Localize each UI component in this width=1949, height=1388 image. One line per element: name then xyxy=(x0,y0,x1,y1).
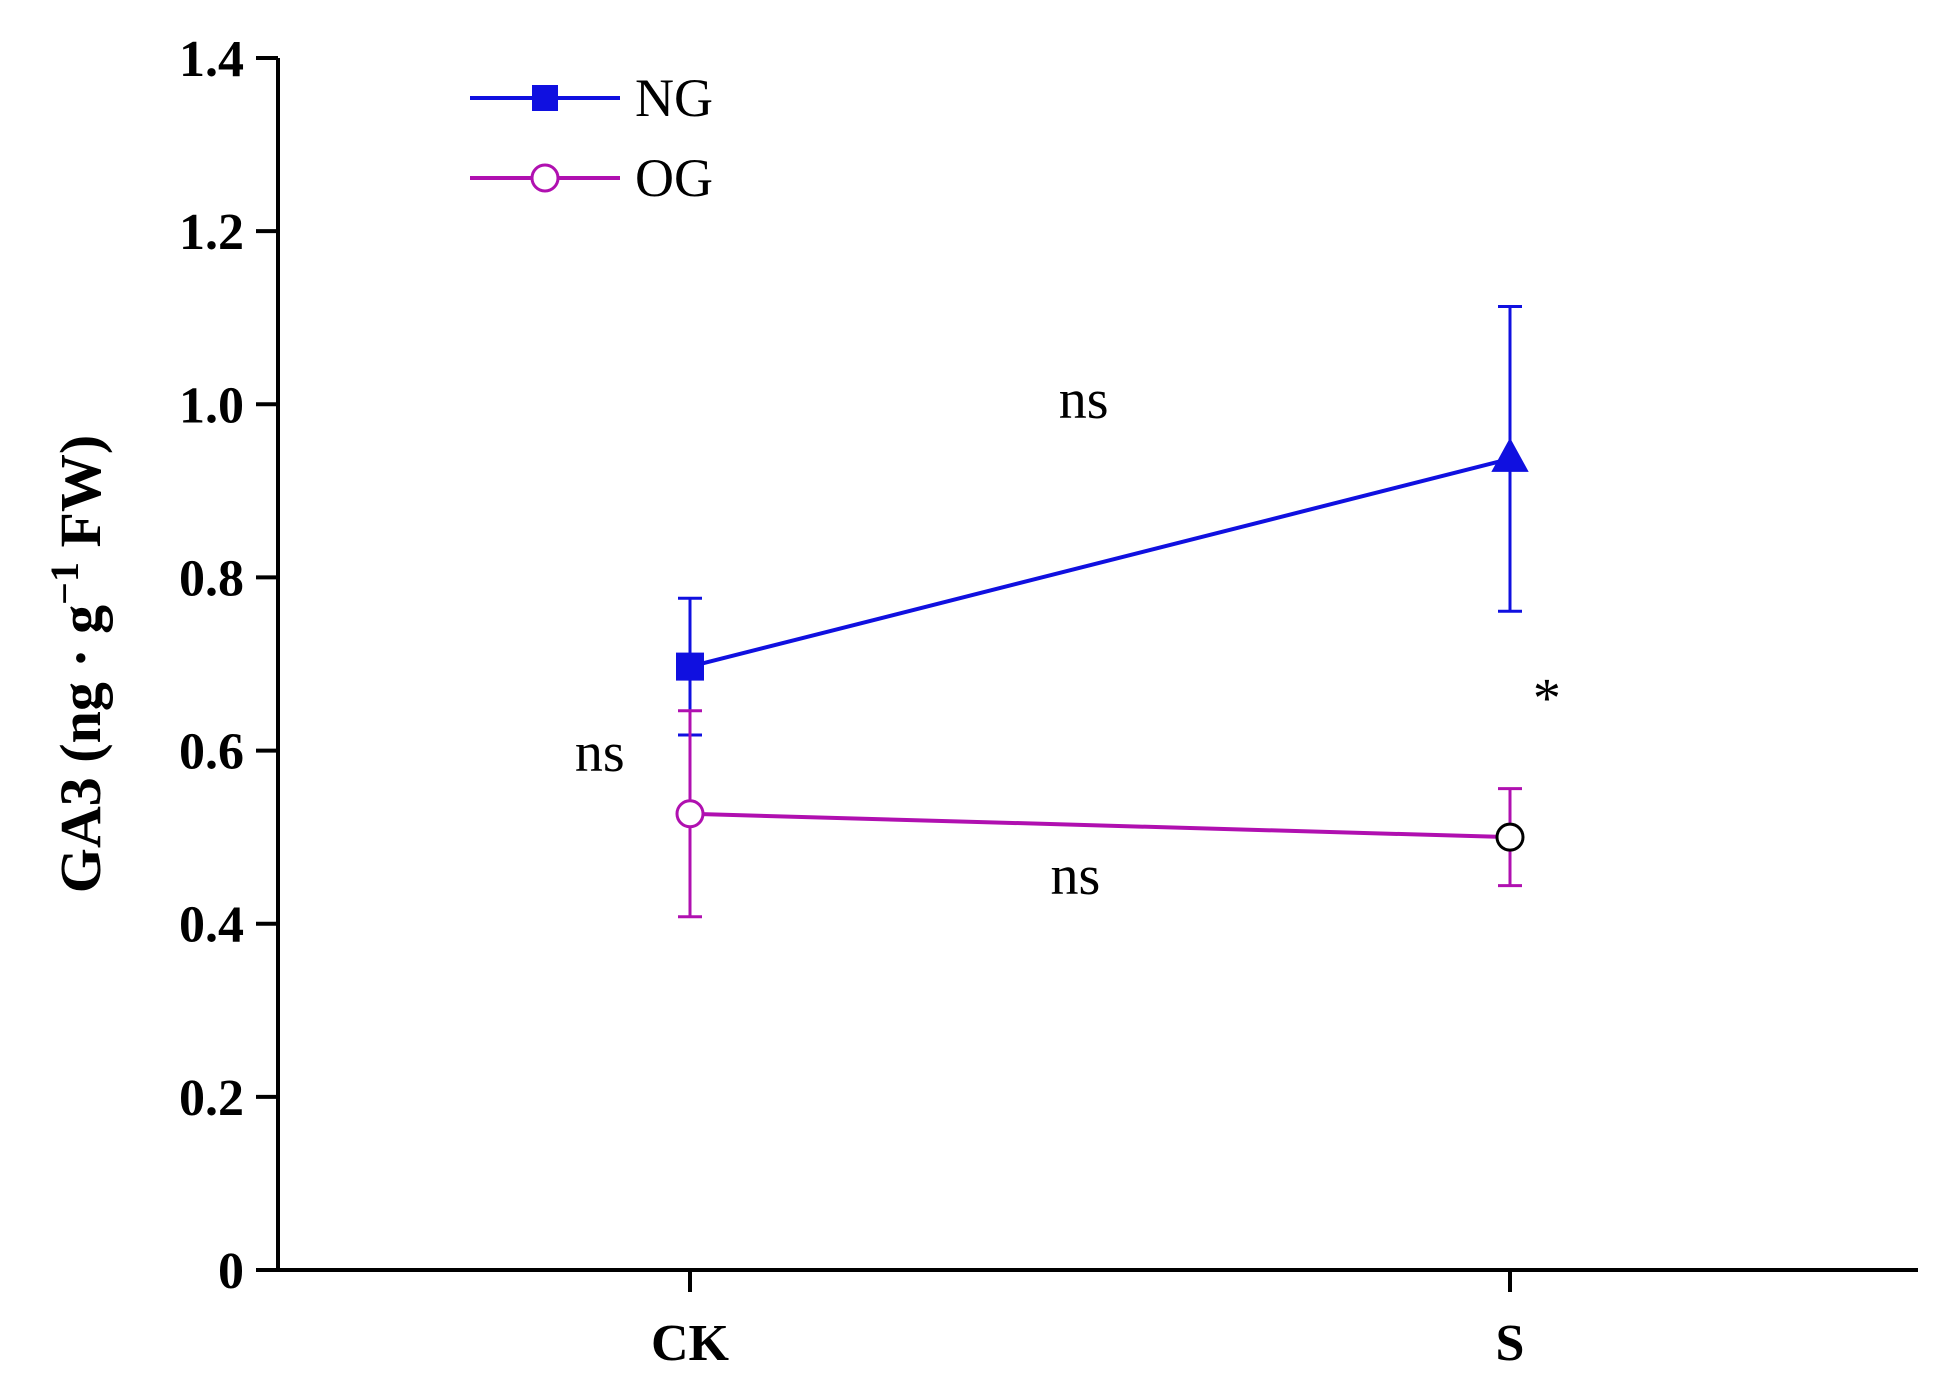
series-line xyxy=(689,811,1511,840)
legend-item-og: OG xyxy=(470,148,713,208)
x-tick-label: S xyxy=(1496,1315,1525,1372)
legend-label: OG xyxy=(635,148,713,208)
y-tick-label: 0 xyxy=(218,1243,244,1300)
y-axis-title: GA3 (ng · g−1 FW) xyxy=(42,435,113,893)
significance-label: ns xyxy=(575,722,625,784)
y-tick-label: 1.2 xyxy=(179,204,244,261)
data-point xyxy=(1495,822,1525,852)
series-line xyxy=(689,456,1511,669)
legend-marker xyxy=(532,85,558,111)
y-tick-label: 1.0 xyxy=(179,377,244,434)
series-og xyxy=(675,709,1525,919)
data-point xyxy=(1491,437,1529,472)
series-layer xyxy=(675,304,1529,919)
data-point xyxy=(675,799,705,829)
axes: 0 0.2 0.4 0.6 0.8 1.0 1.2 1.4 CK S GA3 (ng · g−1 F… xyxy=(42,31,1918,1372)
y-axis-title-superscript: −1 xyxy=(42,562,87,605)
legend-item-ng: NG xyxy=(470,68,713,128)
y-tick-label: 0.2 xyxy=(179,1070,244,1127)
y-tick-label: 0.6 xyxy=(179,724,244,781)
legend: NG OG xyxy=(470,68,713,208)
significance-label: ns xyxy=(1051,845,1101,907)
significance-label: * xyxy=(1533,668,1561,730)
y-tick-label: 0.4 xyxy=(179,897,244,954)
y-axis-title-main: GA3 (ng · g xyxy=(48,605,113,893)
legend-marker xyxy=(530,163,560,193)
significance-label: ns xyxy=(1059,369,1109,431)
x-tick-label: CK xyxy=(651,1315,730,1372)
y-tick-label: 1.4 xyxy=(179,31,244,88)
y-axis-title-suffix: FW) xyxy=(48,435,113,562)
annotations: ns ns * ns xyxy=(575,369,1561,907)
y-tick-label: 0.8 xyxy=(179,550,244,607)
legend-label: NG xyxy=(635,68,713,128)
data-point xyxy=(676,652,704,681)
